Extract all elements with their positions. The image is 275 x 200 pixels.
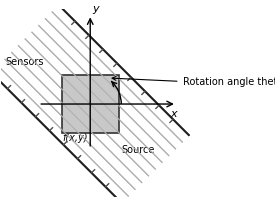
Text: x: x [170,109,177,119]
Text: Source: Source [121,144,155,154]
Bar [62,76,119,133]
Text: Sensors: Sensors [6,57,44,67]
Text: y: y [93,4,99,14]
Text: Rotation angle theta: Rotation angle theta [183,77,275,87]
Text: f(x,y): f(x,y) [62,132,88,142]
